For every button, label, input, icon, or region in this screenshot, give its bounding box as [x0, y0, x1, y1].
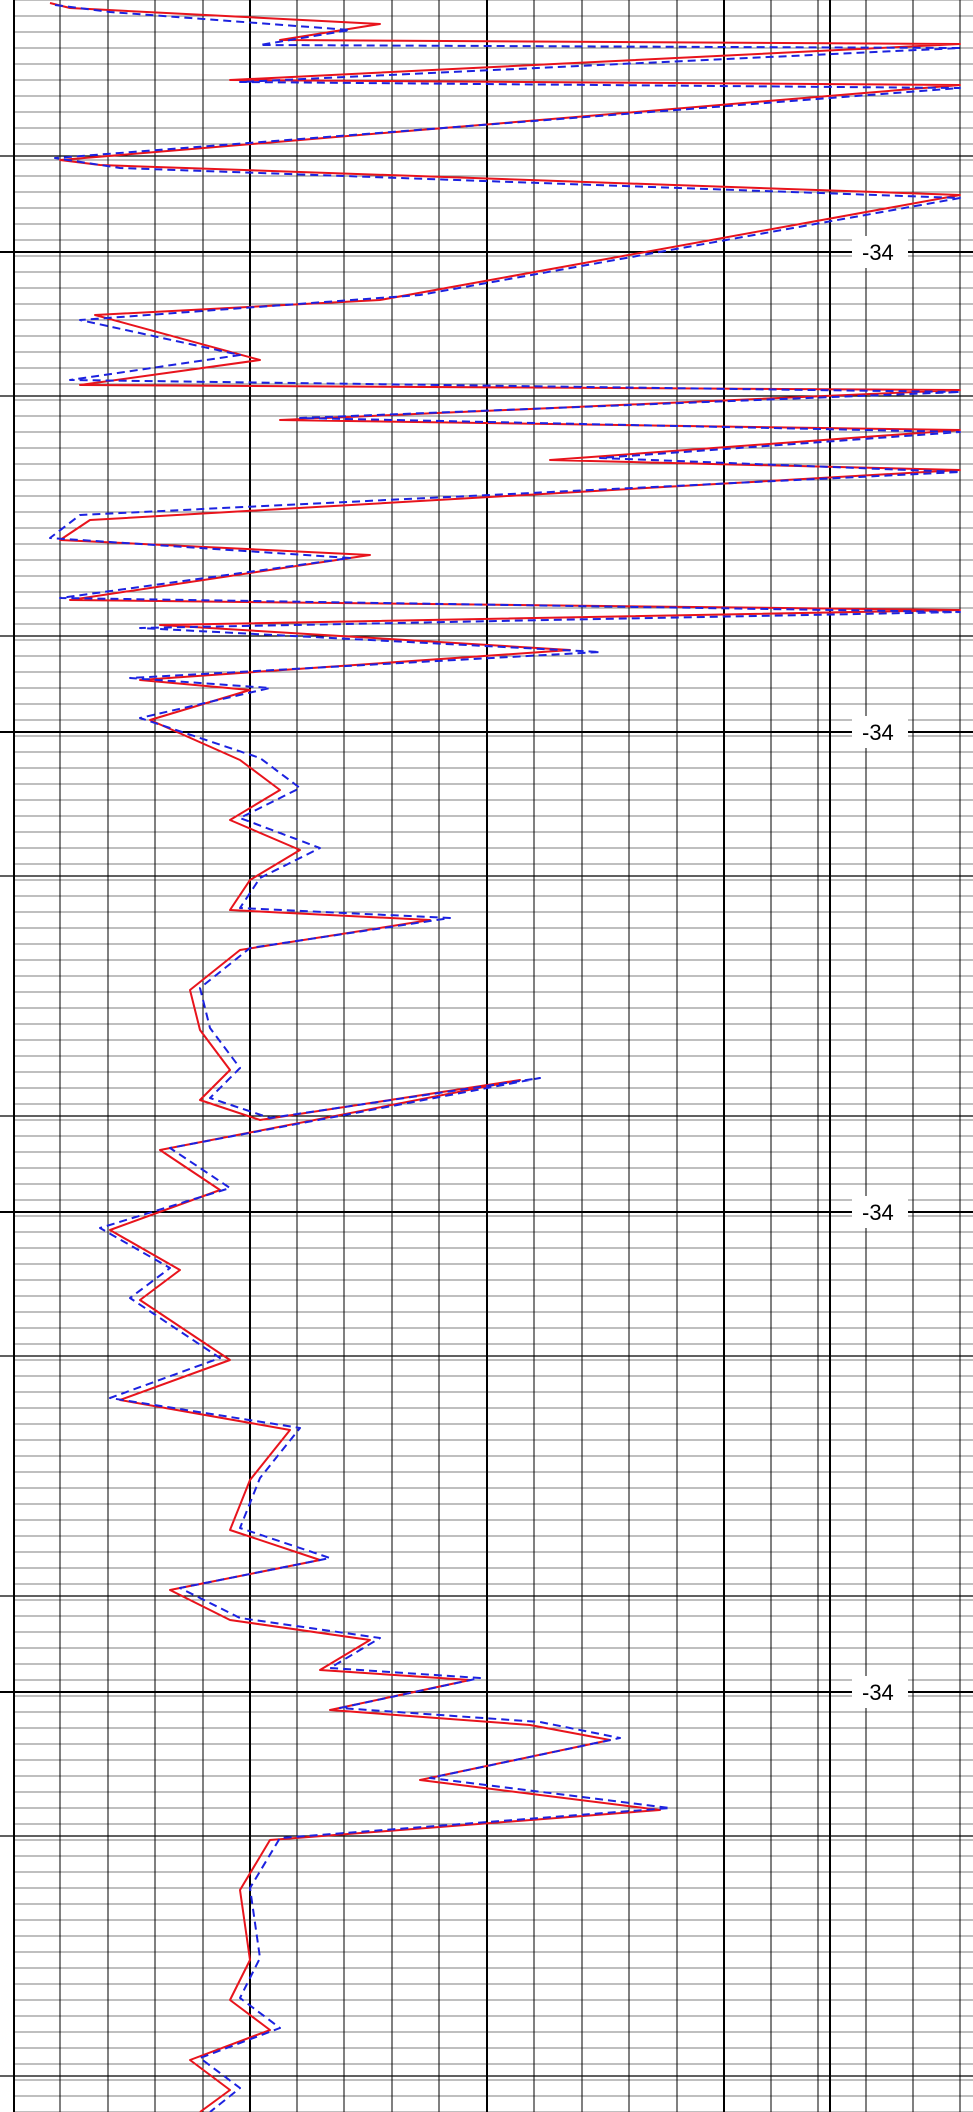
log-curve-dashed [49, 4, 961, 2112]
depth-label-bg [852, 1676, 908, 1708]
depth-label-bg [852, 236, 908, 268]
depth-label: -34 [862, 720, 894, 745]
depth-label: -34 [862, 1680, 894, 1705]
depth-label: -34 [862, 1200, 894, 1225]
log-curves [49, 2, 961, 2112]
depth-labels: -34 -34 -34 -34 [852, 236, 908, 1708]
depth-label: -34 [862, 240, 894, 265]
log-curve-solid [49, 2, 961, 2112]
depth-label-bg [852, 716, 908, 748]
depth-label-bg [852, 1196, 908, 1228]
